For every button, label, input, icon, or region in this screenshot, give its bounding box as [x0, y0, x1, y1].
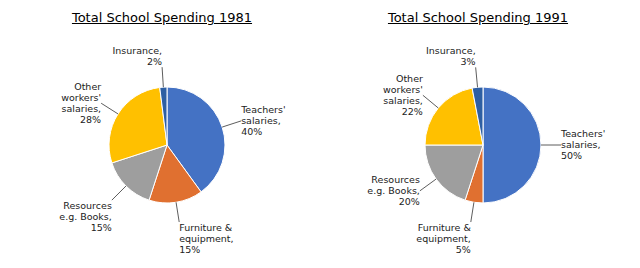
svg-text:Teachers'salaries,50%: Teachers'salaries,50%	[560, 128, 605, 161]
svg-text:Otherworkers'salaries,28%: Otherworkers'salaries,28%	[61, 81, 101, 125]
svg-text:Otherworkers'salaries,22%: Otherworkers'salaries,22%	[383, 73, 423, 117]
svg-text:Insurance,2%: Insurance,2%	[112, 45, 162, 67]
svg-text:Resourcese.g. Books,15%: Resourcese.g. Books,15%	[59, 200, 112, 233]
html-text:Total School Spending 1991: Total School Spending 1991	[387, 10, 568, 25]
svg-text:Resourcese.g. Books,20%: Resourcese.g. Books,20%	[367, 174, 420, 207]
svg-text:Furniture &equipment,15%: Furniture &equipment,15%	[179, 222, 233, 255]
svg-text:Teachers'salaries,40%: Teachers'salaries,40%	[240, 104, 285, 137]
svg-text:Insurance,3%: Insurance,3%	[426, 45, 476, 67]
svg-text:Furniture &equipment,5%: Furniture &equipment,5%	[416, 222, 471, 255]
html-text:Total School Spending 1981: Total School Spending 1981	[71, 10, 252, 25]
